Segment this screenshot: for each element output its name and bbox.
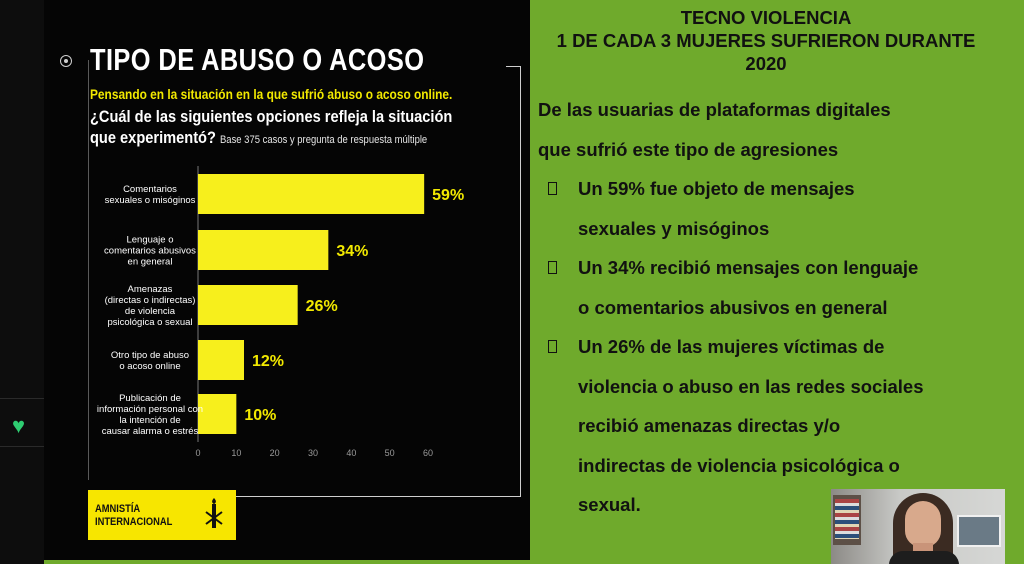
slide-title-line: TECNO VIOLENCIA — [680, 7, 852, 28]
infographic-question: ¿Cuál de las siguientes opciones refleja… — [90, 106, 452, 151]
question-line-2: que experimentó? Base 375 casos y pregun… — [90, 127, 452, 151]
bullet-list: Un 59% fue objeto de mensajes sexuales y… — [538, 169, 1008, 525]
bar — [198, 285, 298, 325]
x-tick-label: 50 — [385, 448, 395, 458]
webcam-video-thumbnail[interactable] — [831, 489, 1005, 564]
heart-icon[interactable]: ♥ — [12, 413, 26, 438]
video-picture-frame — [957, 515, 1001, 547]
bullet-box-icon — [548, 261, 557, 274]
category-label: Lenguaje o comentarios abusivos en general — [104, 235, 196, 268]
question-text: que experimentó? — [90, 128, 216, 147]
bar — [198, 394, 237, 434]
presenter-shirt — [889, 551, 959, 564]
bullet-line: sexual. — [578, 494, 641, 515]
strip-divider — [0, 398, 44, 399]
decorative-frame-bottom — [224, 496, 521, 497]
bar — [198, 340, 244, 380]
bullet-line: Un 59% fue objeto de mensajes — [578, 178, 855, 199]
bullet-line: recibió amenazas directas y/o — [578, 415, 841, 436]
intro-line: De las usuarias de plataformas digitales — [538, 99, 891, 120]
x-tick-label: 30 — [308, 448, 318, 458]
data-label: 59% — [432, 187, 464, 204]
category-label: Otro tipo de abuso o acoso online — [111, 350, 189, 372]
slide-title: TECNO VIOLENCIA 1 DE CADA 3 MUJERES SUFR… — [538, 6, 994, 75]
category-label: Comentarios sexuales o misóginos — [105, 184, 196, 206]
decorative-frame — [506, 66, 521, 497]
bullet-line: Un 34% recibió mensajes con lenguaje — [578, 257, 919, 278]
infographic-subtitle: Pensando en la situación en la que sufri… — [90, 86, 453, 102]
slide-intro: De las usuarias de plataformas digitales… — [538, 90, 1008, 169]
bar — [198, 230, 329, 270]
bullet-box-icon — [548, 182, 557, 195]
intro-line: que sufrió este tipo de agresiones — [538, 138, 839, 160]
data-label: 10% — [244, 407, 276, 424]
bullet-box-icon — [548, 340, 557, 353]
bar-chart: 59% Comentarios sexuales o misóginos 34% Len… — [97, 166, 464, 458]
left-side-strip: ♥ — [0, 0, 44, 564]
slide-title-line: 2020 — [745, 53, 787, 74]
presenter-face — [905, 501, 941, 547]
amnesty-logo: AMNISTÍA INTERNACIONAL — [88, 490, 236, 540]
target-icon — [60, 55, 72, 67]
strip-divider — [0, 446, 44, 447]
bullet-line: o comentarios abusivos en general — [578, 296, 888, 318]
data-label: 26% — [306, 298, 338, 315]
candle-icon — [205, 498, 223, 528]
x-tick-label: 10 — [231, 448, 241, 458]
bullet-item: Un 34% recibió mensajes con lenguaje o c… — [538, 248, 1008, 327]
category-label: Publicación de información personal con la… — [97, 393, 203, 437]
data-label: 34% — [336, 243, 368, 260]
amnesty-logo-text: AMNISTÍA INTERNACIONAL — [95, 503, 172, 529]
logo-line-1: AMNISTÍA — [95, 503, 141, 515]
decorative-frame-left — [88, 60, 89, 480]
logo-line-2: INTERNACIONAL — [95, 516, 173, 528]
slide-title-line: 1 DE CADA 3 MUJERES SUFRIERON DURANTE — [556, 30, 976, 51]
bullet-line: violencia o abuso en las redes sociales — [578, 375, 924, 397]
x-tick-label: 0 — [195, 448, 200, 458]
bullet-line: sexuales y misóginos — [578, 217, 770, 239]
x-tick-label: 60 — [423, 448, 433, 458]
video-books — [835, 499, 859, 539]
bullet-item: Un 26% de las mujeres víctimas de violen… — [538, 327, 1008, 525]
infographic-image: TIPO DE ABUSO O ACOSO Pensando en la sit… — [44, 0, 530, 560]
bullet-line: Un 26% de las mujeres víctimas de — [578, 336, 885, 357]
x-tick-label: 20 — [270, 448, 280, 458]
bullet-item: Un 59% fue objeto de mensajes sexuales y… — [538, 169, 1008, 248]
base-note: Base 375 casos y pregunta de respuesta m… — [219, 134, 428, 146]
data-label: 12% — [252, 353, 284, 370]
infographic-title: TIPO DE ABUSO O ACOSO — [90, 42, 425, 77]
bullet-line: indirectas de violencia psicológica o — [578, 454, 900, 476]
bar — [198, 174, 425, 214]
category-label: Amenazas (directas o indirectas) de violen… — [105, 284, 196, 328]
x-tick-label: 40 — [346, 448, 356, 458]
slide-body: De las usuarias de plataformas digitales… — [538, 90, 1008, 525]
question-line-1: ¿Cuál de las siguientes opciones refleja… — [90, 107, 453, 126]
